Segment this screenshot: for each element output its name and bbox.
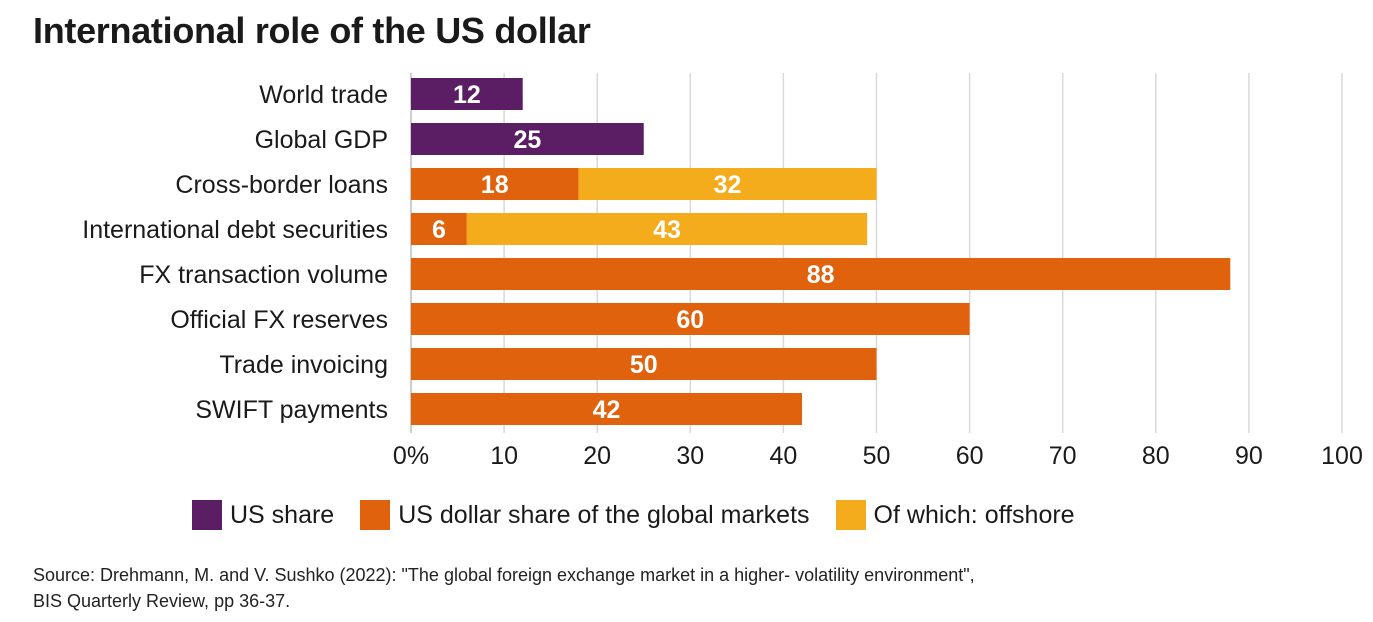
bar-value-label: 12 <box>453 81 481 109</box>
x-tick-label: 80 <box>1142 442 1170 470</box>
source-note: Source: Drehmann, M. and V. Sushko (2022… <box>33 562 975 614</box>
x-tick-label: 0% <box>393 442 429 470</box>
bar-value-label: 32 <box>714 171 742 199</box>
category-label: Global GDP <box>255 126 388 154</box>
bar-value-label: 18 <box>481 171 509 199</box>
bar <box>578 168 877 200</box>
bar-value-label: 43 <box>653 216 681 244</box>
category-label: International debt securities <box>82 216 388 244</box>
legend: US share US dollar share of the global m… <box>192 500 1101 530</box>
x-tick-label: 90 <box>1235 442 1263 470</box>
bar <box>411 213 467 245</box>
category-labels: World trade Global GDP Cross-border loans I… <box>82 81 388 424</box>
legend-item-us-share: US share <box>192 500 334 530</box>
x-tick-label: 70 <box>1049 442 1077 470</box>
bar <box>466 213 868 245</box>
legend-swatch-us-share <box>192 500 222 530</box>
bar-value-label: 50 <box>630 351 658 379</box>
legend-swatch-usd-global <box>360 500 391 530</box>
bar-value-label: 6 <box>432 216 446 244</box>
bar-value-label: 60 <box>676 306 704 334</box>
x-tick-label: 100 <box>1321 442 1363 470</box>
bar <box>411 123 644 155</box>
x-tick-label: 60 <box>956 442 984 470</box>
x-tick-label: 20 <box>583 442 611 470</box>
bar <box>411 168 579 200</box>
legend-item-usd-global: US dollar share of the global markets <box>360 500 810 530</box>
legend-item-offshore: Of which: offshore <box>835 500 1075 530</box>
bar-value-label: 88 <box>807 261 835 289</box>
category-label: SWIFT payments <box>195 396 388 424</box>
category-label: Trade invoicing <box>219 351 388 379</box>
bar <box>411 348 877 380</box>
bar <box>411 303 970 335</box>
bar-value-label: 25 <box>513 126 541 154</box>
x-tick-label: 50 <box>863 442 891 470</box>
legend-label-offshore: Of which: offshore <box>873 500 1075 529</box>
category-label: Official FX reserves <box>170 306 388 334</box>
bar-value-label: 42 <box>593 396 621 424</box>
x-tick-label: 30 <box>676 442 704 470</box>
chart-title: International role of the US dollar <box>33 10 591 51</box>
x-tick-label: 10 <box>490 442 518 470</box>
source-line-1: Source: Drehmann, M. and V. Sushko (2022… <box>33 565 975 585</box>
category-label: World trade <box>259 81 388 109</box>
category-label: FX transaction volume <box>139 261 388 289</box>
bar <box>411 258 1231 290</box>
legend-swatch-offshore <box>835 500 866 530</box>
bar <box>411 393 803 425</box>
legend-label-us-share: US share <box>230 500 335 529</box>
source-line-2: BIS Quarterly Review, pp 36-37. <box>33 591 291 611</box>
category-label: Cross-border loans <box>175 171 388 199</box>
bar <box>411 78 523 110</box>
x-tick-label: 40 <box>769 442 797 470</box>
legend-label-usd-global: US dollar share of the global markets <box>398 500 810 529</box>
x-axis-ticks: 0% 10 20 30 40 50 60 70 80 90 100 <box>393 442 1363 470</box>
